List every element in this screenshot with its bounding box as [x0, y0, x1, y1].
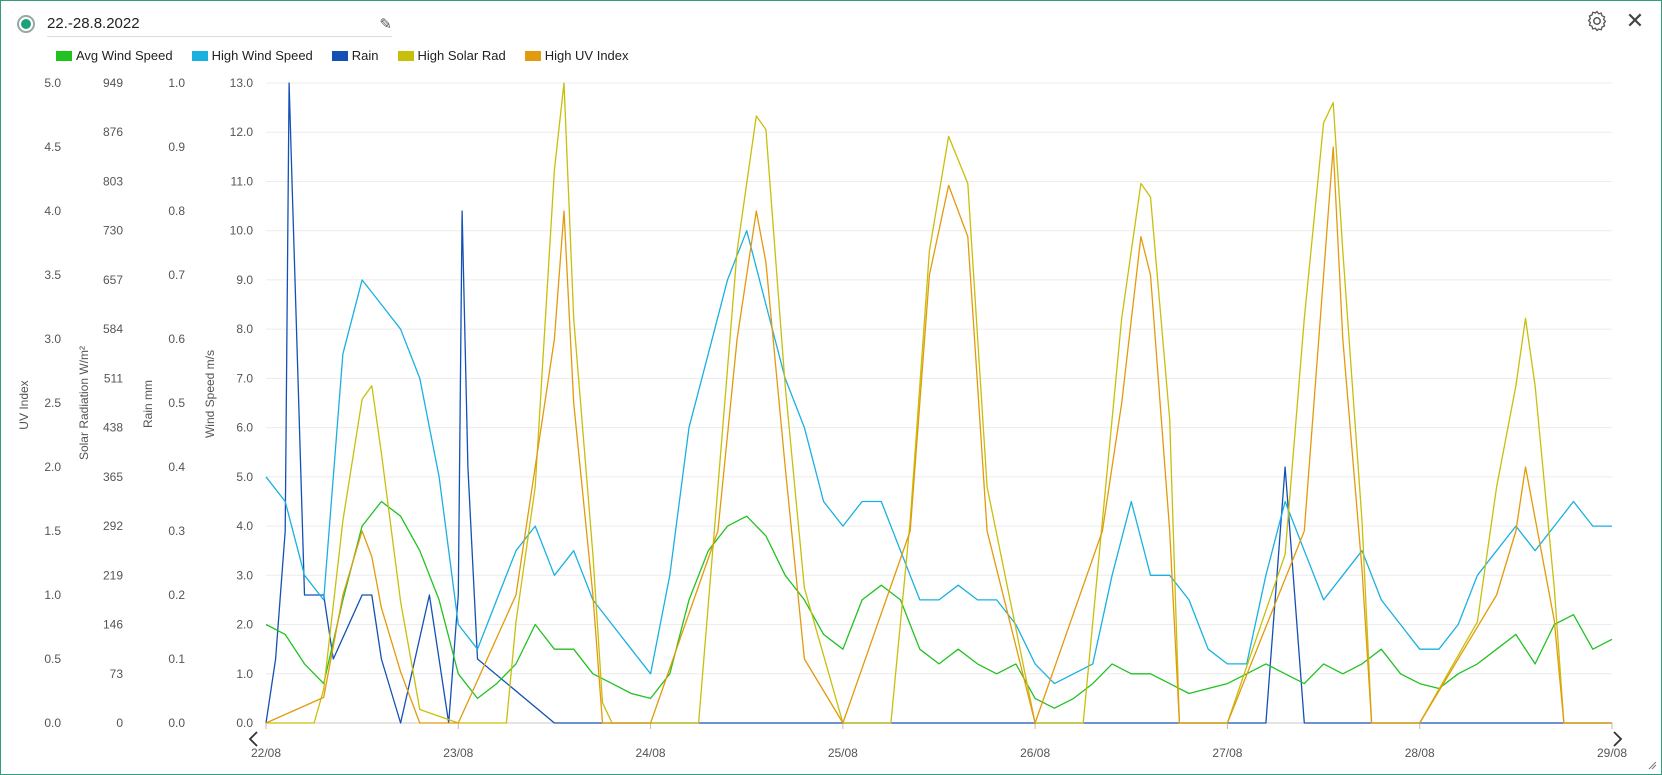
y-tick-label: 0.1 — [168, 652, 185, 666]
chevron-right-icon[interactable] — [1609, 729, 1625, 749]
legend-swatch — [56, 50, 72, 61]
y-tick-label: 0.2 — [168, 588, 185, 602]
y-tick-label: 876 — [103, 125, 123, 139]
y-tick-label: 1.5 — [44, 524, 61, 538]
chevron-left-icon[interactable] — [246, 729, 262, 749]
x-tick-label: 29/08 — [1597, 746, 1627, 760]
y-tick-label: 219 — [103, 568, 123, 582]
x-tick-label: 24/08 — [636, 746, 666, 760]
y-tick-label: 3.5 — [44, 268, 61, 282]
legend-label: Avg Wind Speed — [76, 48, 173, 63]
y-tick-label: 5.0 — [44, 76, 61, 90]
series-line-avg-wind-speed — [265, 500, 1613, 709]
y-tick-label: 949 — [103, 76, 123, 90]
y-tick-label: 8.0 — [236, 322, 253, 336]
y-tick-label: 0 — [116, 716, 123, 730]
y-tick-label: 4.0 — [236, 519, 253, 533]
legend-label: High Solar Rad — [417, 48, 506, 63]
series-line-high-uv-index — [265, 146, 1612, 724]
x-tick-label: 28/08 — [1405, 746, 1435, 760]
y-tick-label: 365 — [103, 470, 123, 484]
legend-swatch — [331, 50, 348, 61]
y-tick-label: 657 — [103, 273, 123, 287]
y-tick-label: 0.9 — [168, 140, 185, 154]
title-field[interactable]: 22.-28.8.2022 ✎ — [47, 12, 392, 37]
y-tick-label: 0.5 — [168, 396, 185, 410]
chart-title: 22.-28.8.2022 — [47, 15, 140, 32]
y-tick-label: 0.4 — [168, 460, 185, 474]
x-tick-label: 25/08 — [828, 746, 858, 760]
y-axis-title: Rain mm — [141, 380, 155, 428]
y-tick-label: 511 — [104, 371, 123, 385]
y-tick-label: 4.0 — [44, 204, 61, 218]
x-tick-label: 23/08 — [443, 746, 473, 760]
y-tick-label: 730 — [103, 224, 123, 238]
y-axis-title: Wind Speed m/s — [203, 350, 217, 438]
y-tick-label: 0.7 — [168, 268, 185, 282]
y-tick-label: 5.0 — [236, 470, 253, 484]
legend-label: High UV Index — [544, 48, 629, 63]
chart-legend: Avg Wind Speed High Wind Speed Rain High… — [56, 48, 648, 63]
gear-icon[interactable] — [1585, 9, 1609, 33]
y-tick-label: 3.0 — [236, 568, 253, 582]
y-tick-label: 1.0 — [44, 588, 61, 602]
y-tick-label: 0.5 — [44, 652, 61, 666]
close-icon[interactable]: ✕ — [1625, 8, 1645, 33]
y-tick-label: 2.0 — [44, 460, 61, 474]
legend-item-avg-wind[interactable]: Avg Wind Speed — [56, 48, 173, 63]
series-line-high-wind-speed — [265, 230, 1612, 685]
y-tick-label: 584 — [103, 322, 123, 336]
legend-item-uv[interactable]: High UV Index — [524, 48, 629, 63]
y-tick-label: 0.3 — [168, 524, 185, 538]
y-tick-label: 0.8 — [168, 204, 185, 218]
y-tick-label: 2.0 — [236, 618, 253, 632]
y-tick-label: 6.0 — [236, 421, 253, 435]
y-tick-label: 0.6 — [168, 332, 185, 346]
y-tick-label: 1.0 — [168, 76, 185, 90]
header: 22.-28.8.2022 ✎ — [17, 11, 392, 37]
y-tick-label: 13.0 — [230, 76, 254, 90]
x-tick-label: 26/08 — [1020, 746, 1050, 760]
y-tick-label: 0.0 — [236, 716, 253, 730]
status-dot-inner — [21, 19, 31, 29]
pencil-icon[interactable]: ✎ — [379, 15, 392, 33]
y-tick-label: 73 — [110, 667, 124, 681]
y-tick-label: 1.0 — [236, 667, 253, 681]
y-tick-label: 438 — [103, 421, 123, 435]
y-tick-label: 2.5 — [44, 396, 61, 410]
y-tick-label: 803 — [103, 174, 123, 188]
y-tick-label: 146 — [103, 618, 123, 632]
y-tick-label: 0.0 — [44, 716, 61, 730]
legend-swatch — [191, 50, 208, 61]
legend-item-rain[interactable]: Rain — [331, 48, 379, 63]
legend-label: Rain — [351, 48, 379, 63]
series-line-rain — [265, 82, 1612, 724]
y-tick-label: 12.0 — [230, 125, 254, 139]
y-tick-label: 3.0 — [44, 332, 61, 346]
y-tick-label: 0.0 — [168, 716, 185, 730]
y-axis-title: UV Index — [17, 380, 31, 429]
status-dot-icon[interactable] — [17, 15, 35, 33]
legend-item-high-wind[interactable]: High Wind Speed — [191, 48, 313, 63]
series-line-high-solar-rad — [266, 82, 1612, 724]
y-tick-label: 292 — [103, 519, 123, 533]
y-axis-title: Solar Radiation W/m² — [77, 346, 91, 460]
resize-handle-icon[interactable] — [1647, 760, 1657, 770]
y-tick-label: 9.0 — [236, 273, 253, 287]
y-tick-label: 10.0 — [230, 224, 254, 238]
y-tick-label: 11.0 — [231, 174, 254, 188]
y-tick-label: 4.5 — [44, 140, 61, 154]
x-tick-label: 27/08 — [1212, 746, 1242, 760]
legend-item-solar[interactable]: High Solar Rad — [397, 48, 506, 63]
legend-swatch — [524, 50, 541, 61]
x-tick-label: 22/08 — [251, 746, 281, 760]
y-tick-label: 7.0 — [236, 371, 253, 385]
legend-label: High Wind Speed — [211, 48, 313, 63]
legend-swatch — [397, 50, 414, 61]
